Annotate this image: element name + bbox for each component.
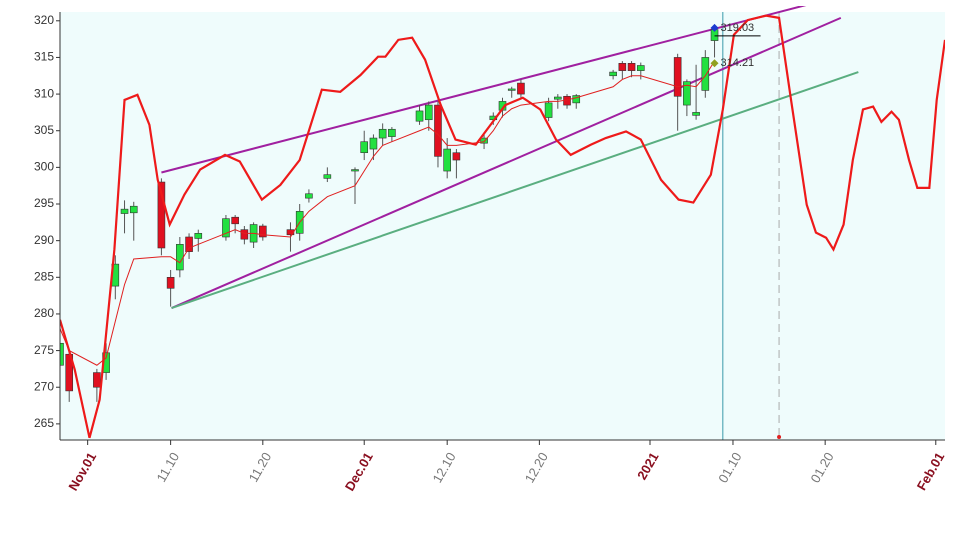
candle-body xyxy=(323,174,332,179)
candle-body xyxy=(443,148,451,172)
candle-body xyxy=(673,57,682,97)
candle-body xyxy=(627,63,636,71)
y-tick-label: 265 xyxy=(34,416,54,430)
data-layer xyxy=(60,6,945,440)
x-tick-label: Nov.01 xyxy=(65,450,99,494)
candle-body xyxy=(60,342,64,366)
candle-body xyxy=(507,88,516,91)
candle-body xyxy=(388,128,396,137)
candle-body xyxy=(360,141,369,154)
y-tick-label: 285 xyxy=(34,269,54,283)
candle-body xyxy=(231,216,239,225)
candle-body xyxy=(701,57,710,91)
candle-body xyxy=(683,81,691,106)
candle-body xyxy=(480,137,488,144)
candle-body xyxy=(176,244,184,271)
candle-body xyxy=(452,152,461,161)
candle-body xyxy=(166,277,175,289)
y-tick-label: 300 xyxy=(34,160,54,174)
series-line xyxy=(60,14,945,439)
annotation-marker xyxy=(710,59,719,68)
candle-body xyxy=(554,96,562,100)
annotation-label: 319.03 xyxy=(721,22,755,34)
annotation-marker xyxy=(710,23,719,32)
candle-body xyxy=(692,112,700,116)
y-tick-label: 310 xyxy=(34,86,54,100)
candle-body xyxy=(351,169,359,172)
annotation-label: 314.21 xyxy=(721,57,755,69)
candle-body xyxy=(185,236,193,252)
candle-body xyxy=(618,63,627,71)
y-tick-label: 295 xyxy=(34,196,54,210)
candle-body xyxy=(120,208,129,214)
x-tick-label: 01.20 xyxy=(807,450,836,486)
y-tick-label: 290 xyxy=(34,233,54,247)
y-tick-label: 320 xyxy=(34,13,54,27)
axes-layer: 265 270 275 280 285 290 295 300 305 310 315 320 Nov.… xyxy=(34,12,947,494)
candle-body xyxy=(636,65,645,71)
y-tick-label: 315 xyxy=(34,50,54,64)
candle-body xyxy=(434,104,442,157)
y-tick-label: 280 xyxy=(34,306,54,320)
trend-line xyxy=(171,71,859,310)
x-tick-label: 01.10 xyxy=(715,450,744,486)
x-tick-label: 11.20 xyxy=(246,450,275,485)
candle-body xyxy=(240,229,249,240)
candle-body xyxy=(424,104,433,121)
x-tick-label: 11.10 xyxy=(153,450,182,485)
candle-body xyxy=(415,110,424,122)
series-line xyxy=(60,60,715,366)
y-tick-label: 275 xyxy=(34,343,54,357)
x-tick-label: Dec.01 xyxy=(342,450,376,494)
candle-body xyxy=(369,137,378,150)
candle-body xyxy=(609,71,617,77)
x-tick-label: 2021 xyxy=(634,450,661,483)
candle-body xyxy=(305,193,313,199)
x-tick-label: 12.20 xyxy=(522,450,551,486)
x-tick-label: Feb.01 xyxy=(914,450,948,493)
candle-body xyxy=(378,128,387,139)
trend-line xyxy=(161,6,807,174)
candle-body xyxy=(222,218,230,238)
candle-body xyxy=(517,82,525,95)
y-tick-label: 305 xyxy=(34,123,54,137)
y-tick-label: 270 xyxy=(34,379,54,393)
vertical-line-dot xyxy=(777,435,782,439)
candle-body xyxy=(259,225,267,238)
candle-body xyxy=(194,233,203,239)
candle-body xyxy=(93,372,101,388)
candle-body xyxy=(544,102,553,118)
x-tick-label: 12.10 xyxy=(429,450,458,486)
candle-body xyxy=(572,95,581,104)
plot-background xyxy=(60,12,945,440)
candle-body xyxy=(129,205,138,214)
candle-body xyxy=(157,181,166,249)
